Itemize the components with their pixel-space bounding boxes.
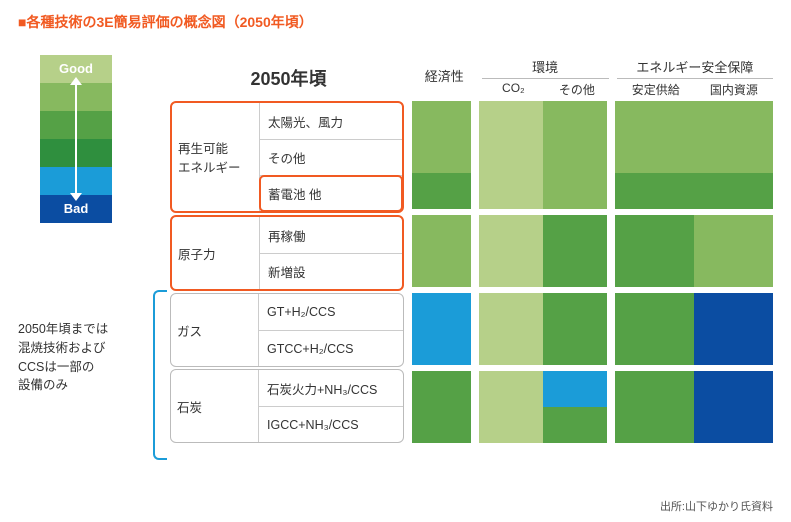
heat-cell: [543, 101, 607, 137]
heat-cell: [543, 251, 607, 287]
heat-cell: [543, 371, 607, 407]
heat-cell: [412, 251, 471, 287]
heat-cell: [694, 215, 773, 251]
evaluation-grid: 2050年頃 経済性 環境 CO₂ その他 エネルギー安全保障 安定供給 国内資…: [170, 55, 773, 449]
heat-cell: [479, 101, 543, 137]
technology-row: IGCC+NH₃/CCS: [259, 406, 403, 442]
category-name: 原子力: [172, 217, 260, 289]
heat-cell: [615, 329, 694, 365]
cells-env: [479, 101, 607, 449]
category-name: ガス: [171, 294, 259, 366]
heat-cell: [412, 329, 471, 365]
category-name: 石炭: [171, 370, 259, 442]
heat-cell: [694, 293, 773, 329]
technology-row: 太陽光、風力: [260, 103, 402, 139]
technology-row: GT+H₂/CCS: [259, 294, 403, 330]
category-group: 再生可能エネルギー太陽光、風力その他蓄電池 他: [170, 101, 404, 213]
cells-econ: [412, 101, 471, 449]
row-labels: 再生可能エネルギー太陽光、風力その他蓄電池 他原子力再稼働新増設ガスGT+H₂/…: [170, 101, 404, 449]
column-headers: 2050年頃 経済性 環境 CO₂ その他 エネルギー安全保障 安定供給 国内資…: [170, 55, 773, 101]
col-econ: 経済性: [415, 55, 474, 95]
heat-cell: [615, 137, 694, 173]
heat-cell: [412, 137, 471, 173]
legend-arrow-icon: [75, 83, 77, 195]
heat-cell: [694, 173, 773, 209]
legend: Good Bad: [40, 55, 112, 223]
bracket-icon: [153, 290, 167, 460]
heat-cell: [615, 173, 694, 209]
col-env-co2: CO₂: [482, 79, 546, 100]
heat-cell: [412, 215, 471, 251]
heat-cell: [615, 407, 694, 443]
annotation-text: 2050年頃までは 混焼技術および CCSは一部の 設備のみ: [18, 320, 148, 395]
technology-row: 蓄電池 他: [260, 175, 402, 211]
heat-cell: [694, 137, 773, 173]
heat-cell: [543, 215, 607, 251]
heat-cell: [694, 251, 773, 287]
category-name: 再生可能エネルギー: [172, 103, 260, 211]
heat-cell: [694, 101, 773, 137]
heat-cell: [479, 371, 543, 407]
heat-cell: [479, 293, 543, 329]
col-env: 環境 CO₂ その他: [482, 55, 609, 101]
year-title: 2050年頃: [170, 65, 407, 91]
heat-cell: [615, 251, 694, 287]
heat-cell: [479, 173, 543, 209]
heat-cell: [412, 407, 471, 443]
cells-sec: [615, 101, 773, 449]
source-attribution: 出所:山下ゆかり氏資料: [660, 498, 773, 514]
heat-cell: [412, 293, 471, 329]
technology-row: GTCC+H₂/CCS: [259, 330, 403, 366]
category-group: ガスGT+H₂/CCSGTCC+H₂/CCS: [170, 293, 404, 367]
technology-row: 新増設: [260, 253, 402, 289]
heat-cell: [615, 371, 694, 407]
heat-cell: [412, 101, 471, 137]
col-sec-domestic: 国内資源: [695, 79, 773, 100]
heat-cell: [615, 101, 694, 137]
heat-cell: [479, 407, 543, 443]
technology-row: 石炭火力+NH₃/CCS: [259, 370, 403, 406]
technology-row: その他: [260, 139, 402, 175]
technology-row: 再稼働: [260, 217, 402, 253]
heat-cell: [479, 137, 543, 173]
chart-title: ■各種技術の3E簡易評価の概念図（2050年頃）: [18, 12, 773, 32]
heat-cell: [694, 371, 773, 407]
col-sec-supply: 安定供給: [617, 79, 695, 100]
heat-cell: [543, 407, 607, 443]
heat-cell: [543, 293, 607, 329]
heat-cell: [412, 371, 471, 407]
heat-cell: [615, 293, 694, 329]
heat-cell: [479, 329, 543, 365]
heat-cell: [543, 137, 607, 173]
heat-cell: [543, 173, 607, 209]
heat-cell: [479, 251, 543, 287]
category-group: 原子力再稼働新増設: [170, 215, 404, 291]
col-security: エネルギー安全保障 安定供給 国内資源: [617, 55, 773, 101]
heat-cell: [412, 173, 471, 209]
heat-cell: [479, 215, 543, 251]
heat-cell: [694, 407, 773, 443]
heat-cell: [543, 329, 607, 365]
annotation: 2050年頃までは 混焼技術および CCSは一部の 設備のみ: [18, 320, 148, 395]
heat-cell: [694, 329, 773, 365]
col-env-other: その他: [545, 79, 609, 100]
category-group: 石炭石炭火力+NH₃/CCSIGCC+NH₃/CCS: [170, 369, 404, 443]
heat-cell: [615, 215, 694, 251]
